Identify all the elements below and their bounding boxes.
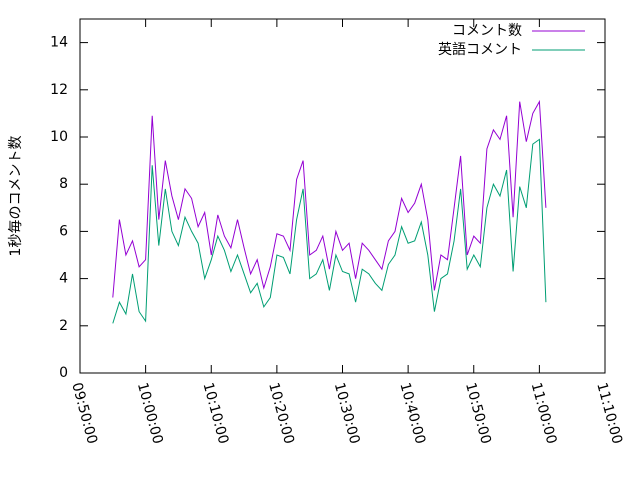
y-tick-label: 12 [50, 82, 68, 98]
plot-frame [79, 18, 606, 374]
data-line [112, 138, 547, 324]
y-tick-label: 2 [59, 318, 68, 334]
x-tick-label: 10:40:00 [396, 381, 428, 446]
x-tick-label: 11:00:00 [528, 381, 560, 446]
x-tick-label: 10:00:00 [134, 381, 166, 446]
x-tick-label: 10:50:00 [462, 381, 494, 446]
legend-label: コメント数 [452, 23, 522, 39]
y-tick-label: 6 [59, 223, 68, 239]
x-tick-label: 10:20:00 [265, 381, 297, 446]
x-tick-label: 10:10:00 [200, 381, 232, 446]
x-tick-label: 11:10:00 [593, 381, 625, 446]
y-tick-label: 8 [59, 176, 68, 192]
y-axis-label: 1秒毎のコメント数 [8, 136, 24, 257]
y-tick-label: 0 [59, 365, 68, 381]
x-tick-label: 10:30:00 [331, 381, 363, 446]
y-tick-label: 14 [50, 35, 68, 51]
y-tick-label: 4 [59, 271, 68, 287]
x-tick-label: 09:50:00 [68, 381, 100, 446]
legend-label: 英語コメント [438, 41, 522, 58]
data-line [112, 99, 547, 298]
y-tick-label: 10 [50, 129, 68, 145]
